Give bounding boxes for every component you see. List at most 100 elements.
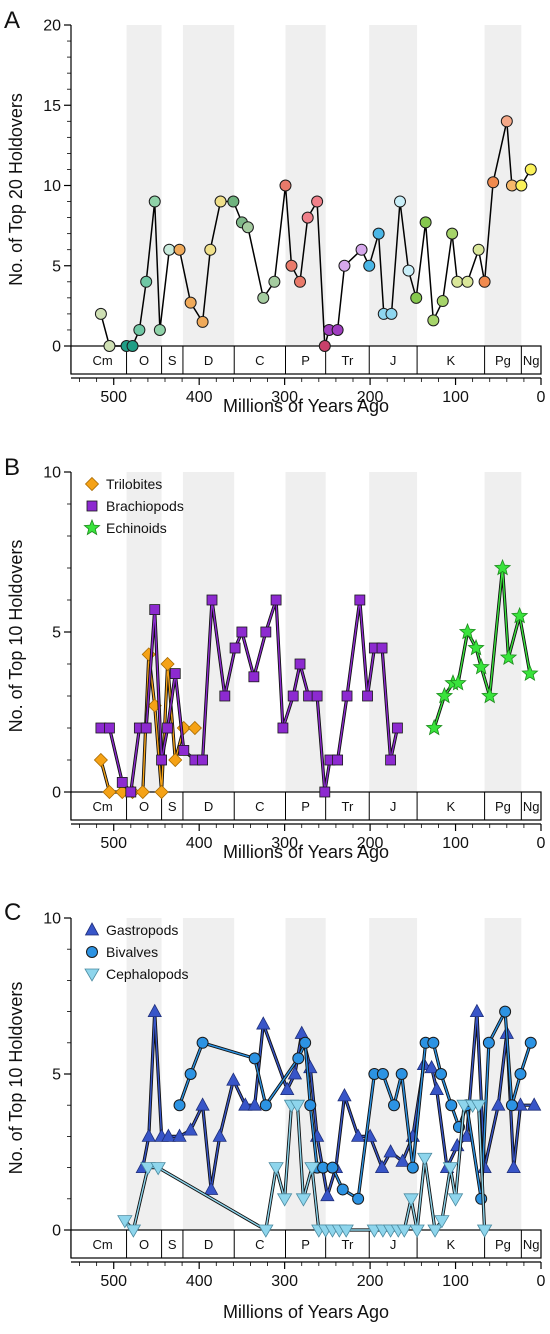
trilobites-point — [187, 720, 202, 736]
series-point — [472, 243, 485, 256]
cephalopods-point — [403, 1193, 419, 1207]
x-tick-label: 400 — [186, 389, 213, 406]
brachiopods-point — [248, 671, 260, 683]
cephalopods-legend-label: Cephalopods — [106, 966, 189, 982]
cephalopods-point — [417, 1152, 433, 1167]
echinoids-point — [481, 686, 499, 704]
shaded-period-band — [182, 25, 235, 346]
gastropods-point — [320, 1187, 335, 1202]
bivalves-point — [406, 1161, 419, 1174]
period-label-d: D — [204, 1237, 213, 1252]
cephalopods-point — [470, 1099, 487, 1113]
brachiopods-point — [104, 722, 115, 734]
cephalopods-point — [442, 1162, 459, 1176]
y-axis-title: No. of Top 20 Holdovers — [6, 93, 26, 286]
period-box — [70, 345, 542, 375]
cephalopods-point — [258, 1224, 274, 1238]
bivalves-point — [435, 1068, 448, 1080]
echinoids-point — [467, 638, 485, 656]
brachiopods-point — [162, 722, 173, 734]
echinoids-point — [425, 718, 443, 736]
series-point — [427, 314, 440, 327]
period-label-d: D — [204, 799, 213, 814]
series-point — [318, 340, 331, 352]
period-label-pg: Pg — [495, 1237, 511, 1252]
shaded-period-band — [369, 472, 418, 792]
brachiopods-point — [125, 786, 137, 798]
echinoids-point — [521, 664, 539, 681]
series-point — [338, 259, 351, 272]
x-tick-label: 0 — [537, 1273, 546, 1290]
gastropods-point — [424, 1059, 439, 1074]
bivalves-point — [326, 1161, 339, 1174]
series-point — [372, 227, 385, 240]
series-point — [301, 211, 314, 224]
period-label-j: J — [390, 1237, 397, 1252]
echinoids-legend-label: Echinoids — [106, 520, 167, 536]
gastropods-point — [238, 1097, 253, 1111]
series-point — [478, 275, 491, 288]
bivalves-point — [336, 1183, 349, 1196]
trilobites-point — [135, 784, 150, 800]
period-label-c: C — [255, 1237, 264, 1252]
gastropods-point — [172, 1128, 187, 1142]
series-point — [153, 323, 166, 336]
brachiopods-point — [236, 626, 248, 638]
period-label-s: S — [168, 799, 177, 814]
echinoids-point — [511, 606, 529, 624]
bivalves-point — [173, 1099, 186, 1112]
period-label-c: C — [255, 799, 264, 814]
gastropods-point — [350, 1128, 366, 1142]
series-point — [257, 291, 270, 304]
cephalopods-point — [150, 1162, 166, 1176]
series-point — [140, 275, 153, 288]
panel-letter: B — [4, 454, 20, 481]
bivalves-point — [499, 1005, 512, 1018]
bivalves-point — [445, 1099, 458, 1112]
cephalopods-point — [117, 1215, 133, 1229]
series-point — [103, 340, 116, 352]
y-tick-label: 0 — [52, 1223, 61, 1240]
x-tick-label: 200 — [357, 1273, 384, 1290]
series-point — [385, 307, 398, 320]
x-tick-label: 0 — [537, 389, 546, 406]
y-tick-label: 0 — [52, 339, 61, 356]
series-point — [204, 243, 217, 256]
gastropods-point — [287, 1066, 303, 1080]
period-label-d: D — [204, 353, 213, 368]
gastropods-point — [161, 1128, 176, 1142]
bivalves-point — [196, 1036, 209, 1049]
x-tick-label: 300 — [271, 1273, 298, 1290]
series-point — [279, 179, 292, 192]
trilobites-point — [168, 752, 183, 768]
period-label-o: O — [139, 1237, 149, 1252]
gastropods-point — [337, 1088, 352, 1102]
bivalves-point — [259, 1099, 272, 1112]
trilobites-legend-marker — [84, 476, 100, 492]
x-tick-label: 100 — [442, 389, 469, 406]
cephalopods-point — [140, 1162, 156, 1176]
y-tick-label: 0 — [52, 785, 61, 802]
bivalves-point — [524, 1036, 537, 1049]
period-box — [70, 791, 542, 821]
y-tick-label: 10 — [43, 178, 61, 195]
bivalves-point — [292, 1052, 305, 1065]
gastropods-point — [226, 1072, 241, 1086]
period-label-ng: Ng — [523, 799, 540, 814]
x-tick-label: 500 — [100, 1273, 127, 1290]
y-tick-label: 5 — [52, 1067, 61, 1084]
series-point — [419, 216, 432, 229]
x-tick-label: 100 — [442, 835, 469, 852]
trilobites-point — [93, 752, 108, 768]
brachiopods-point — [219, 690, 231, 702]
panel-b: 0 5 10 No. of Top 10 Holdovers Cm O S D C P Tr J K Pg… — [4, 454, 546, 862]
gastropods-point — [280, 1081, 295, 1095]
x-tick-label: 400 — [186, 835, 213, 852]
brachiopods-point — [140, 722, 152, 734]
gastropods-point — [256, 1016, 271, 1030]
bivalves-legend-label: Bivalves — [106, 944, 158, 960]
bivalves-point — [514, 1068, 527, 1080]
cephalopods-point — [125, 1224, 142, 1238]
gastropods-point — [506, 1159, 521, 1173]
brachiopods-point — [206, 594, 218, 606]
